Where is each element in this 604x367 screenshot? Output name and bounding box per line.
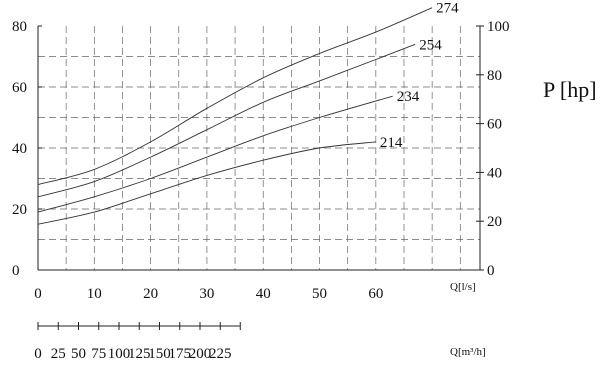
curve-214 bbox=[37, 141, 376, 225]
curve-274 bbox=[37, 7, 433, 186]
left-tick-label: 20 bbox=[12, 202, 27, 218]
curve-label-234: 234 bbox=[397, 89, 420, 105]
left-tick-label: 80 bbox=[12, 19, 27, 35]
curves bbox=[37, 7, 433, 225]
x-axis-label-m3h: Q[m³/h] bbox=[450, 346, 486, 358]
x-tick-label-ls: 30 bbox=[199, 286, 214, 302]
x-tick-label-m3h: 225 bbox=[209, 346, 232, 362]
left-tick-label: 40 bbox=[12, 141, 27, 157]
labels: 0 20 40 60 80 0 20 40 60 80 100 0 10 20 30 40 50 60 Q[l/s]… bbox=[12, 1, 510, 362]
x-tick-label-m3h: 100 bbox=[108, 346, 131, 362]
grid bbox=[38, 26, 480, 270]
curve-label-254: 254 bbox=[419, 37, 442, 53]
curve-234 bbox=[37, 95, 393, 213]
right-tick-label: 60 bbox=[487, 117, 502, 133]
x-tick-label-m3h: 75 bbox=[91, 346, 106, 362]
x-tick-label-ls: 40 bbox=[256, 286, 271, 302]
x-tick-label-m3h: 200 bbox=[189, 346, 212, 362]
x-tick-label-ls: 0 bbox=[34, 286, 42, 302]
curve-254 bbox=[37, 43, 416, 198]
right-tick-label: 40 bbox=[487, 165, 502, 181]
x-tick-label-ls: 50 bbox=[312, 286, 327, 302]
x-tick-label-m3h: 175 bbox=[169, 346, 192, 362]
curve-label-214: 214 bbox=[380, 135, 403, 151]
right-tick-label: 20 bbox=[487, 214, 502, 230]
x-tick-label-ls: 10 bbox=[87, 286, 102, 302]
x-tick-label-ls: 60 bbox=[368, 286, 383, 302]
curve-label-274: 274 bbox=[436, 1, 459, 17]
left-tick-label: 0 bbox=[12, 263, 20, 279]
x-tick-label-m3h: 25 bbox=[51, 346, 66, 362]
x-tick-label-m3h: 50 bbox=[71, 346, 86, 362]
right-tick-label: 0 bbox=[487, 263, 495, 279]
x-tick-label-ls: 20 bbox=[143, 286, 158, 302]
right-tick-label: 100 bbox=[487, 19, 510, 35]
x-axis-label-ls: Q[l/s] bbox=[450, 281, 476, 293]
axes bbox=[37, 25, 484, 330]
x-tick-label-m3h: 150 bbox=[148, 346, 171, 362]
right-axis-title: P [hp] bbox=[543, 77, 597, 102]
left-tick-label: 60 bbox=[12, 80, 27, 96]
x-tick-label-m3h: 125 bbox=[128, 346, 151, 362]
right-tick-label: 80 bbox=[487, 68, 502, 84]
x-tick-label-m3h: 0 bbox=[34, 346, 42, 362]
